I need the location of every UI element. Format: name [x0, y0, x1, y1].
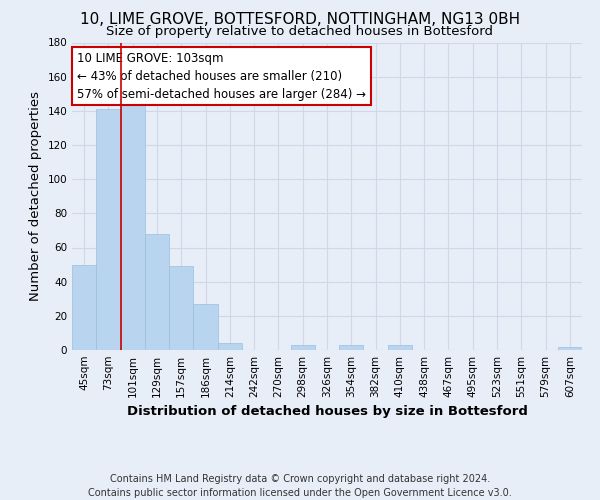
Bar — [169, 266, 193, 350]
Bar — [145, 234, 169, 350]
Text: 10, LIME GROVE, BOTTESFORD, NOTTINGHAM, NG13 0BH: 10, LIME GROVE, BOTTESFORD, NOTTINGHAM, … — [80, 12, 520, 28]
Text: 10 LIME GROVE: 103sqm
← 43% of detached houses are smaller (210)
57% of semi-det: 10 LIME GROVE: 103sqm ← 43% of detached … — [77, 52, 366, 100]
Bar — [290, 345, 315, 350]
Y-axis label: Number of detached properties: Number of detached properties — [29, 91, 42, 301]
Bar — [121, 100, 145, 350]
Text: Size of property relative to detached houses in Bottesford: Size of property relative to detached ho… — [107, 25, 493, 38]
X-axis label: Distribution of detached houses by size in Bottesford: Distribution of detached houses by size … — [127, 406, 527, 418]
Bar — [96, 109, 121, 350]
Text: Contains HM Land Registry data © Crown copyright and database right 2024.
Contai: Contains HM Land Registry data © Crown c… — [88, 474, 512, 498]
Bar — [558, 346, 582, 350]
Bar — [72, 264, 96, 350]
Bar — [339, 345, 364, 350]
Bar — [388, 345, 412, 350]
Bar — [218, 343, 242, 350]
Bar — [193, 304, 218, 350]
